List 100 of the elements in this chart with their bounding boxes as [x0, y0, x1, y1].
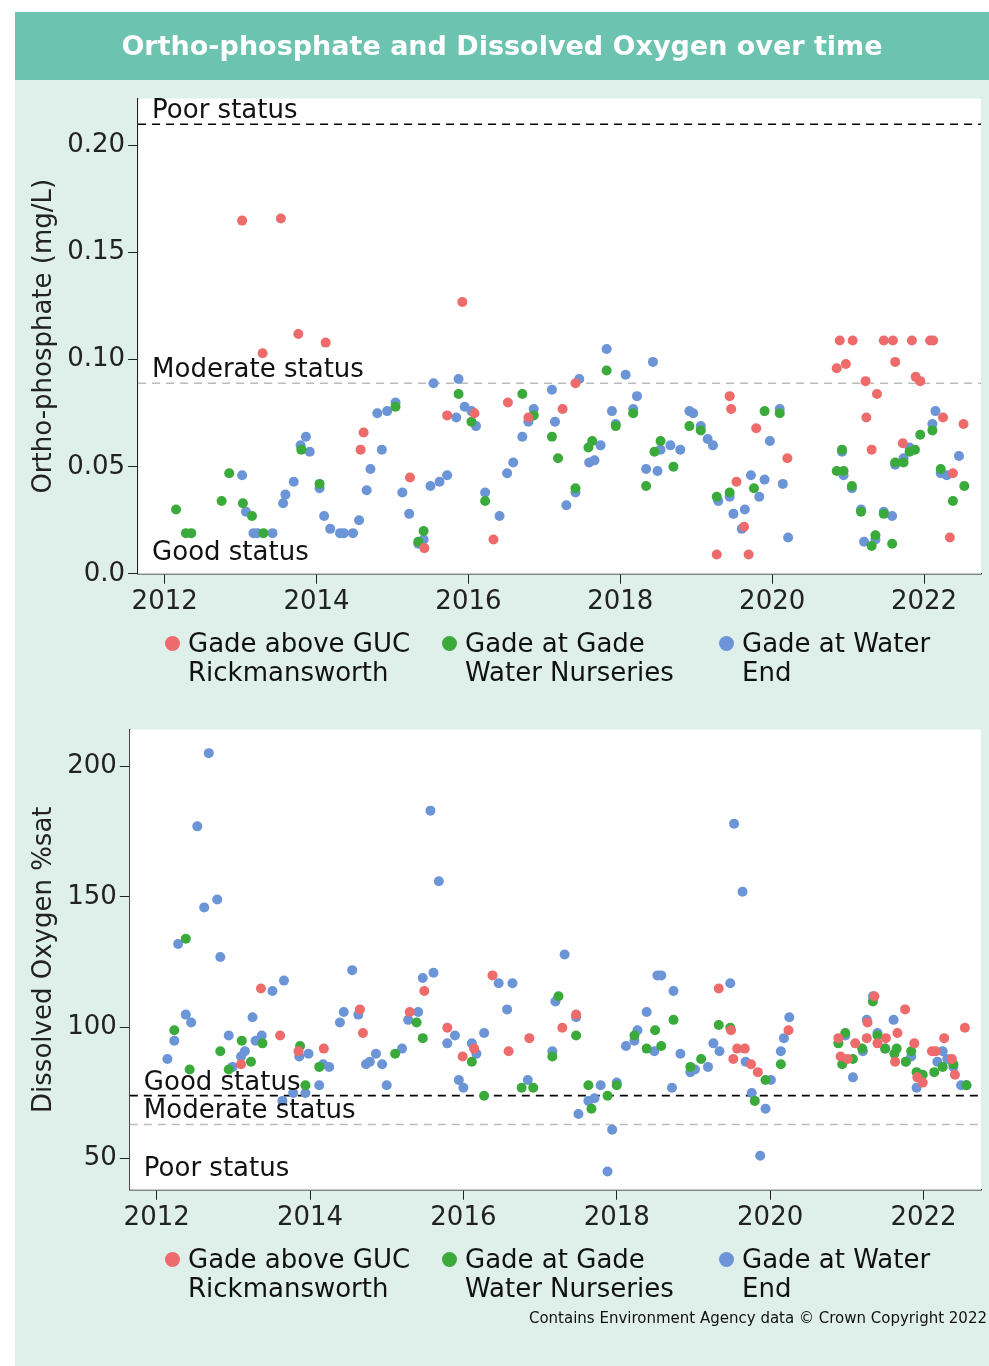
- x-tick-label: 2018: [587, 585, 654, 616]
- text: Contains Environment Agency data © Crown Copyright 2022: [527, 1309, 988, 1327]
- point: [684, 421, 695, 432]
- point: [915, 429, 926, 440]
- point: [419, 543, 430, 554]
- point: [404, 1007, 415, 1017]
- point: [257, 1038, 268, 1049]
- point: [320, 337, 331, 348]
- point: [503, 1046, 514, 1057]
- ref-line-label: Poor status: [152, 94, 298, 125]
- point: [887, 538, 898, 549]
- point: [891, 1043, 902, 1054]
- point: [900, 1004, 911, 1015]
- point: [656, 1040, 667, 1051]
- point: [840, 359, 851, 370]
- point: [726, 403, 737, 414]
- point: [831, 363, 842, 374]
- point: [915, 376, 926, 387]
- point: [946, 1054, 957, 1065]
- x-tick-label: 2014: [276, 1201, 344, 1232]
- point: [870, 530, 881, 541]
- point: [847, 335, 858, 346]
- point: [442, 1022, 453, 1033]
- point: [469, 1043, 480, 1054]
- point: [255, 983, 266, 994]
- point: [842, 1054, 853, 1065]
- point: [300, 1080, 311, 1091]
- point: [947, 468, 958, 479]
- point: [898, 457, 909, 468]
- point: [237, 215, 248, 226]
- point: [650, 1025, 661, 1036]
- point: [748, 483, 759, 494]
- point: [629, 1030, 640, 1041]
- point: [937, 1061, 948, 1072]
- point: [872, 1038, 883, 1049]
- y-tick-label: 200: [67, 748, 117, 779]
- point: [390, 401, 401, 412]
- point: [528, 1082, 539, 1093]
- point: [557, 403, 568, 414]
- point: [516, 1082, 527, 1093]
- point: [935, 463, 946, 474]
- annotation: Good status: [152, 535, 309, 566]
- point: [649, 446, 660, 457]
- point: [783, 1025, 794, 1036]
- y-axis-title: Ortho-phosphate (mg/L): [27, 178, 58, 494]
- point: [215, 1046, 226, 1057]
- y-tick-label: 50: [83, 1141, 117, 1172]
- point: [628, 408, 639, 419]
- legend-label: Gade at Water End: [742, 628, 932, 687]
- x-tick-label: 2018: [583, 1201, 650, 1232]
- point: [880, 1033, 891, 1044]
- point: [169, 1025, 180, 1036]
- point: [944, 532, 955, 543]
- point: [355, 444, 366, 455]
- point: [523, 412, 534, 423]
- x-tick-label: 2020: [739, 585, 806, 616]
- legend-label: Gade at Gade Water Nurseries: [465, 628, 675, 687]
- point: [553, 991, 564, 1002]
- point: [959, 481, 970, 492]
- point: [293, 1046, 304, 1057]
- y-tick-label: 0.05: [67, 449, 126, 480]
- point: [887, 335, 898, 346]
- point: [711, 491, 722, 502]
- point: [557, 1022, 568, 1033]
- point: [275, 1030, 286, 1041]
- point: [906, 335, 917, 346]
- point: [724, 487, 735, 498]
- point: [571, 1030, 582, 1041]
- point: [488, 534, 499, 545]
- point: [171, 504, 182, 515]
- point: [938, 412, 949, 423]
- point: [457, 296, 468, 307]
- point: [668, 1014, 679, 1025]
- point: [892, 1027, 903, 1038]
- x-tick-label: 2016: [430, 1201, 497, 1232]
- y-tick-label: 150: [67, 879, 117, 910]
- y-tick-label: 0.0: [83, 556, 126, 587]
- point: [237, 498, 248, 509]
- point: [570, 483, 581, 494]
- point: [696, 1054, 707, 1065]
- point: [357, 1027, 368, 1038]
- point: [871, 389, 882, 399]
- y-tick-label: 0.20: [67, 128, 126, 159]
- point: [728, 1054, 739, 1065]
- point: [480, 496, 491, 507]
- point: [354, 1004, 365, 1015]
- point: [404, 472, 415, 483]
- point: [479, 1090, 490, 1101]
- point: [745, 1059, 756, 1070]
- point: [502, 397, 513, 408]
- point: [713, 983, 724, 994]
- y-tick-label: 0.10: [67, 342, 126, 373]
- y-tick-label: 100: [67, 1010, 117, 1041]
- point: [958, 418, 969, 429]
- point: [318, 1043, 329, 1054]
- x-tick-label: 2022: [890, 1201, 957, 1232]
- point: [245, 1056, 256, 1067]
- chart-title: Ortho-phosphate and Dissolved Oxygen over time: [15, 12, 989, 80]
- point: [390, 1048, 401, 1059]
- point: [655, 436, 666, 447]
